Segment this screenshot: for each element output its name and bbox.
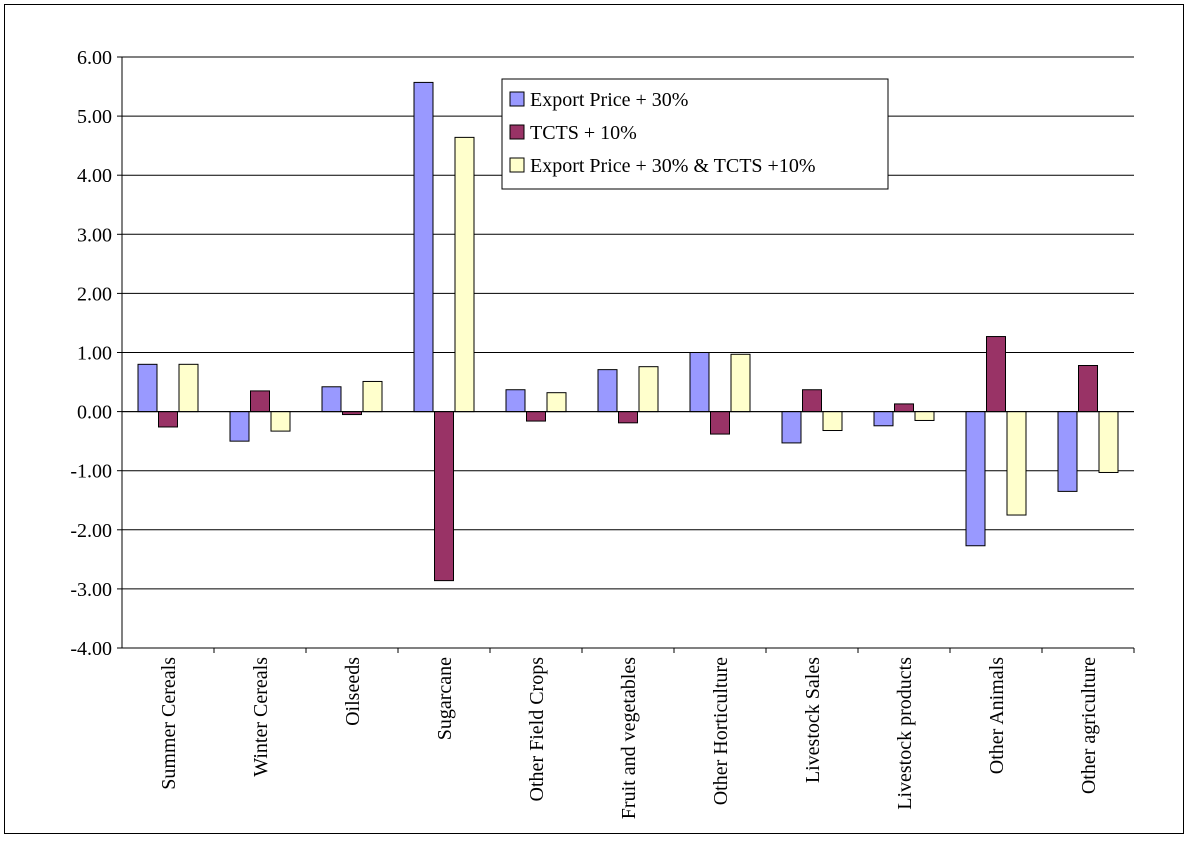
bar-2 xyxy=(802,389,822,413)
y-tick-label: 3.00 xyxy=(77,224,112,246)
bar-2 xyxy=(1078,365,1098,413)
axes xyxy=(121,57,1135,653)
legend-label: Export Price + 30% & TCTS +10% xyxy=(530,155,816,177)
x-tick-label: Livestock Sales xyxy=(802,657,824,783)
bar-1 xyxy=(965,411,986,547)
y-tick-label: -4.00 xyxy=(70,638,112,660)
x-tick-label: Oilseeds xyxy=(342,657,364,726)
bar-2 xyxy=(894,403,914,413)
bar-2 xyxy=(158,411,178,428)
y-tick-label: 0.00 xyxy=(77,402,112,424)
bar-2 xyxy=(710,411,730,435)
bar-3 xyxy=(546,392,567,413)
bar-3 xyxy=(730,353,751,413)
y-tick-label: 2.00 xyxy=(77,283,112,305)
legend-swatch xyxy=(509,124,525,140)
bar-2 xyxy=(618,411,638,424)
x-tick-label: Other agriculture xyxy=(1078,657,1100,794)
bar-1 xyxy=(413,81,434,413)
x-tick-label: Livestock products xyxy=(894,657,916,810)
x-tick-label: Other Horticulture xyxy=(710,657,732,805)
legend-label: TCTS + 10% xyxy=(530,122,637,144)
x-axis-tick-labels: Summer Cereals Winter Cereals Oilseeds Suga… xyxy=(158,657,1100,819)
legend: Export Price + 30% TCTS + 10% Export Price… xyxy=(501,78,889,190)
bar-2 xyxy=(986,336,1006,413)
y-tick-label: 1.00 xyxy=(77,343,112,365)
x-tick-label: Winter Cereals xyxy=(250,657,272,777)
y-tick-label: 6.00 xyxy=(77,47,112,69)
y-tick-label: 4.00 xyxy=(77,165,112,187)
bar-3 xyxy=(454,136,475,413)
legend-label: Export Price + 30% xyxy=(530,89,688,111)
legend-swatch xyxy=(509,91,525,107)
x-tick-label: Other Animals xyxy=(986,657,1008,774)
y-tick-label: -3.00 xyxy=(70,579,112,601)
y-axis-tick-labels: -4.00 -3.00 -2.00 -1.00 0.00 1.00 2.00 3.00 4.00… xyxy=(70,47,112,660)
y-tick-label: -2.00 xyxy=(70,520,112,542)
bar-3 xyxy=(178,363,199,413)
legend-box xyxy=(501,78,889,190)
bar-2 xyxy=(526,411,546,422)
x-tick-label: Summer Cereals xyxy=(158,657,180,790)
y-tick-label: 5.00 xyxy=(77,106,112,128)
legend-swatch xyxy=(509,157,525,173)
bar-3 xyxy=(638,366,659,413)
x-tick-label: Other Field Crops xyxy=(526,657,548,802)
bar-1 xyxy=(1057,411,1078,492)
bar-1 xyxy=(229,411,250,442)
bar-1 xyxy=(597,369,618,413)
bar-3 xyxy=(914,411,935,421)
bar-2 xyxy=(434,411,454,582)
bar-1 xyxy=(689,352,710,413)
bar-3 xyxy=(1006,411,1027,516)
bar-1 xyxy=(781,411,802,444)
bar-2 xyxy=(250,390,270,413)
bars xyxy=(137,81,1119,582)
bar-1 xyxy=(137,363,158,413)
x-tick-label: Sugarcane xyxy=(434,657,456,740)
bar-3 xyxy=(362,380,383,413)
x-tick-label: Fruit and vegetables xyxy=(618,657,640,819)
bar-3 xyxy=(822,411,843,432)
y-tick-label: -1.00 xyxy=(70,461,112,483)
bar-3 xyxy=(1098,411,1119,473)
bar-3 xyxy=(270,411,291,432)
bar-1 xyxy=(321,386,342,413)
bar-1 xyxy=(873,411,894,427)
bar-1 xyxy=(505,389,526,413)
